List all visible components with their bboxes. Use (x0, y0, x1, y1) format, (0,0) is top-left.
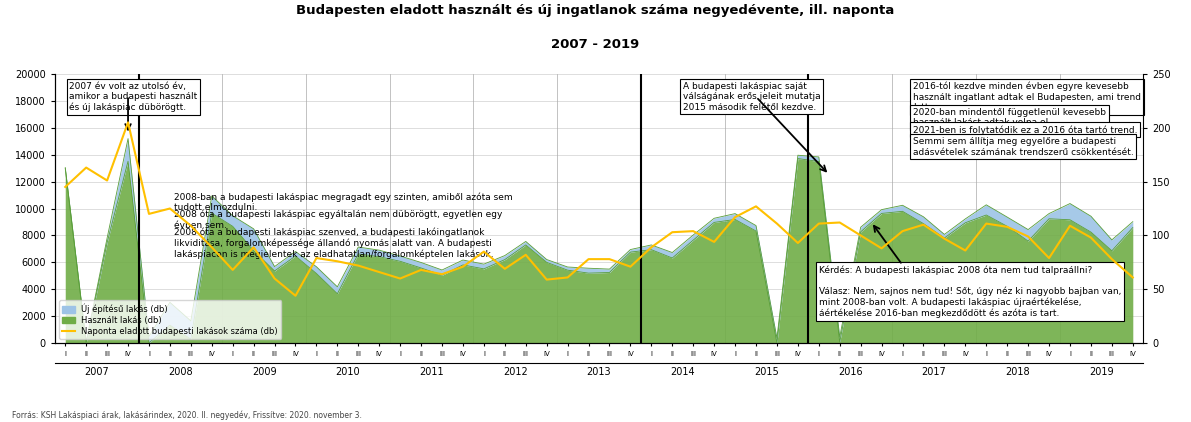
Text: 2007 év volt az utolsó év,
amikor a budapesti használt
és új lakáspiac dübörögtt: 2007 év volt az utolsó év, amikor a buda… (69, 82, 198, 112)
Text: 2008 óta a budapesti lakáspiac egyáltalán nem dübörögtt, egyetlen egy
évben sem.: 2008 óta a budapesti lakáspiac egyáltalá… (174, 210, 503, 230)
Text: A budapesti lakáspiac saját
válságának erős jeleit mutatja
2015 második felétől : A budapesti lakáspiac saját válságának e… (682, 82, 821, 112)
Text: 2008-ban a budapesti lakáspiac megragadt egy szinten, amiből azóta sem
tudott el: 2008-ban a budapesti lakáspiac megragadt… (174, 192, 512, 212)
Text: 2007 - 2019: 2007 - 2019 (551, 38, 640, 51)
Text: 2016-tól kezdve minden évben egyre kevesebb
használt ingatlant adtak el Budapest: 2016-tól kezdve minden évben egyre keves… (913, 82, 1141, 112)
Text: 2021-ben is folytatódik ez a 2016 óta tartó trend.: 2021-ben is folytatódik ez a 2016 óta ta… (913, 125, 1137, 135)
Text: 2020-ban mindentől függetlenül kevesebb
használt lakást adtak volna el.: 2020-ban mindentől függetlenül kevesebb … (913, 108, 1106, 127)
Text: 2008 óta a budapesti lakáspiac szenved, a budapesti lakóingatlanok
likviditása, : 2008 óta a budapesti lakáspiac szenved, … (174, 227, 494, 259)
Text: Semmi sem állítja meg egyelőre a budapesti
adásvételek számának trendszerű csökk: Semmi sem állítja meg egyelőre a budapes… (913, 137, 1134, 157)
Text: Forrás: KSH Lakáspiaci árak, lakásárindex, 2020. II. negyedév, Frissítve: 2020. : Forrás: KSH Lakáspiaci árak, lakásárinde… (12, 410, 362, 420)
Text: Kérdés: A budapesti lakáspiac 2008 óta nem tud talpraállni?

Válasz: Nem, sajnos: Kérdés: A budapesti lakáspiac 2008 óta n… (818, 265, 1121, 318)
Legend: Új építésű lakás (db), Használt lakás (db), Naponta eladott budapesti lakások sz: Új építésű lakás (db), Használt lakás (d… (58, 300, 281, 339)
Text: Budapesten eladott használt és új ingatlanok száma negyedévente, ill. naponta: Budapesten eladott használt és új ingatl… (297, 4, 894, 17)
